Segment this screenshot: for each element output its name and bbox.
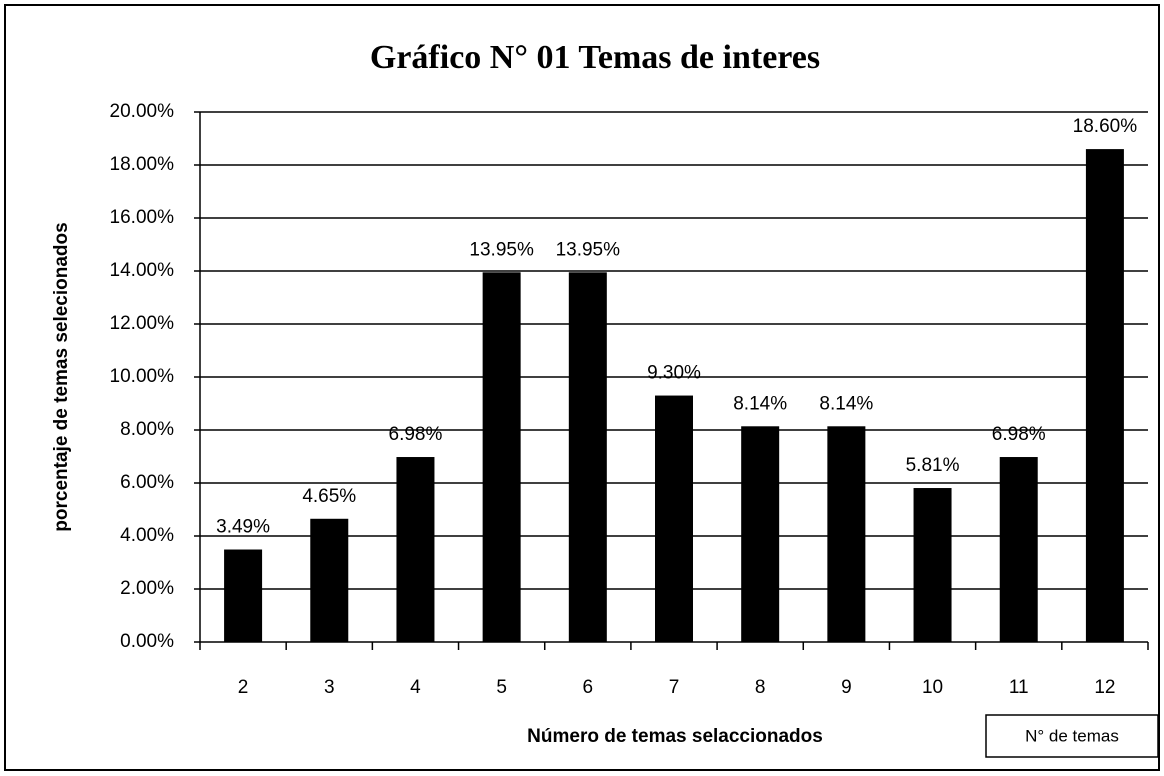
y-tick-label: 4.00%: [120, 525, 174, 546]
bar: [999, 457, 1038, 642]
chart-title: Gráfico N° 01 Temas de interes: [370, 39, 820, 76]
data-label: 13.95%: [556, 239, 621, 260]
bar: [741, 426, 780, 642]
data-label: 8.14%: [733, 393, 787, 414]
y-tick-label: 18.00%: [110, 154, 175, 175]
bar: [224, 549, 263, 642]
y-tick-label: 14.00%: [110, 260, 175, 281]
bar: [310, 518, 349, 642]
data-label: 5.81%: [906, 455, 960, 476]
data-label: 9.30%: [647, 363, 701, 384]
data-label: 6.98%: [992, 424, 1046, 445]
x-tick-label: 8: [755, 677, 766, 698]
y-tick-label: 2.00%: [120, 578, 174, 599]
data-label: 13.95%: [469, 239, 534, 260]
x-tick-label: 5: [496, 677, 507, 698]
x-tick-label: 6: [583, 677, 594, 698]
bar: [1085, 149, 1124, 642]
data-label: 4.65%: [302, 486, 356, 507]
bar: [482, 272, 521, 642]
bar: [827, 426, 866, 642]
bar: [913, 488, 952, 642]
x-tick-label: 10: [922, 677, 943, 698]
y-tick-label: 16.00%: [110, 207, 175, 228]
legend-label: N° de temas: [1025, 726, 1119, 745]
x-tick-label: 4: [410, 677, 421, 698]
legend-box: [985, 714, 1159, 758]
y-tick-label: 20.00%: [110, 101, 175, 122]
x-tick-label: 2: [238, 677, 249, 698]
y-tick-label: 8.00%: [120, 419, 174, 440]
x-axis-title: Número de temas selaccionados: [527, 726, 823, 747]
x-tick-label: 3: [324, 677, 335, 698]
y-tick-label: 6.00%: [120, 472, 174, 493]
x-tick-label: 11: [1009, 677, 1029, 698]
x-tick-label: 9: [841, 677, 852, 698]
bar: [655, 395, 693, 642]
data-label: 3.49%: [216, 517, 270, 538]
x-tick-label: 12: [1094, 677, 1115, 698]
data-label: 18.60%: [1073, 116, 1138, 137]
y-tick-label: 12.00%: [110, 313, 175, 334]
bar: [568, 272, 607, 642]
data-label: 8.14%: [819, 393, 873, 414]
bar: [396, 457, 435, 642]
y-axis-title: porcentaje de temas selecionados: [51, 222, 72, 531]
data-label: 6.98%: [389, 424, 443, 445]
chart-border: [4, 4, 1160, 771]
y-tick-label: 0.00%: [120, 631, 174, 652]
x-tick-label: 7: [669, 677, 680, 698]
y-tick-label: 10.00%: [110, 366, 175, 387]
